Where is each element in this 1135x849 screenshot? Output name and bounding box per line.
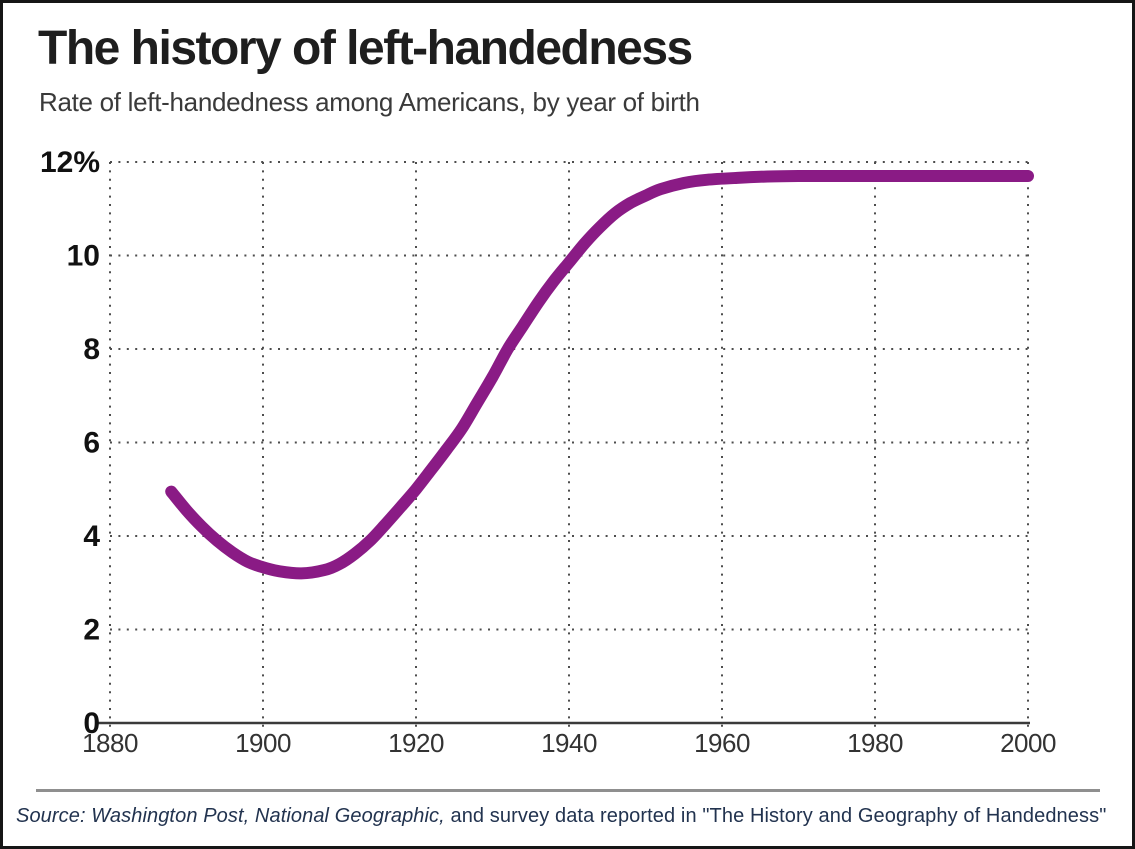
handedness-rate-curve bbox=[165, 169, 1034, 580]
y-axis-tick-label: 12% bbox=[40, 146, 100, 179]
x-axis-tick-label: 1900 bbox=[235, 728, 291, 758]
page-title: The history of left-handedness bbox=[38, 22, 693, 75]
footer-divider bbox=[36, 789, 1100, 792]
x-axis-tick-label: 1960 bbox=[694, 728, 750, 758]
x-axis-tick-label: 1920 bbox=[388, 728, 444, 758]
y-axis-tick-label: 4 bbox=[83, 520, 100, 553]
y-axis-tick-label: 8 bbox=[83, 333, 100, 366]
source-citation-italic: Source: Washington Post, National Geogra… bbox=[16, 805, 445, 827]
page-subtitle: Rate of left-handedness among Americans,… bbox=[39, 87, 700, 117]
source-line: Source: Washington Post, National Geogra… bbox=[16, 805, 1106, 828]
x-axis-tick-label: 2000 bbox=[1000, 728, 1056, 758]
y-axis-tick-label: 6 bbox=[83, 427, 100, 460]
source-citation-regular: and survey data reported in "The History… bbox=[444, 805, 1107, 827]
x-axis-tick-label: 1940 bbox=[541, 728, 597, 758]
y-axis-tick-label: 0 bbox=[83, 707, 100, 740]
y-axis-tick-label: 10 bbox=[67, 240, 100, 273]
y-axis-tick-label: 2 bbox=[83, 614, 100, 647]
x-axis-tick-label: 1980 bbox=[847, 728, 903, 758]
x-axis-tick-label: 1880 bbox=[82, 728, 138, 758]
